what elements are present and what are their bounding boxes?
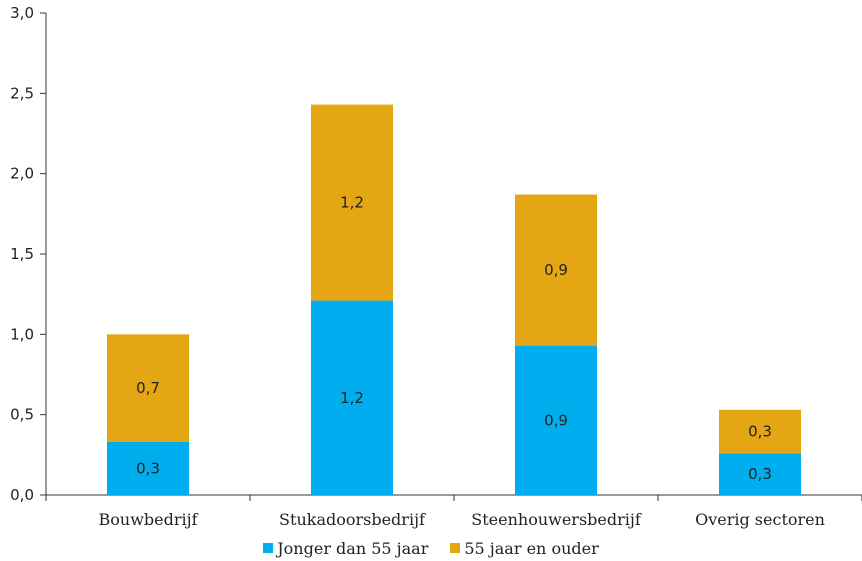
data-label-2-1: 0,7	[136, 379, 160, 397]
y-tick-label-4: 1,5	[10, 245, 34, 263]
bar-1-3	[515, 345, 597, 495]
x-tick-label-1: Bouwbedrijf	[99, 510, 199, 529]
x-tick-label-4: Overig sectoren	[695, 510, 825, 529]
y-tick-label-1: 0,0	[10, 486, 34, 504]
legend-item-series-2: 55 jaar en ouder	[450, 538, 599, 558]
y-tick-label-6: 2,5	[10, 84, 34, 102]
bar-2-1	[107, 334, 189, 442]
data-label-1-4: 0,3	[748, 465, 772, 483]
axes: Bouwbedrijf Stukadoorsbedrijf Steenhouwers…	[10, 4, 862, 529]
legend-swatch-series-2	[450, 543, 461, 553]
data-label-1-1: 0,3	[136, 459, 160, 477]
legend: Jonger dan 55 jaar 55 jaar en ouder	[0, 536, 862, 560]
bar-1-1	[107, 441, 189, 495]
legend-item-series-1: Jonger dan 55 jaar	[263, 539, 428, 558]
data-labels: 0,3 0,7 1,2 1,2 0,9 0,9 0,3 0,3	[136, 194, 772, 484]
legend-swatch-series-1	[263, 543, 274, 553]
legend-label-series-2: 55 jaar en ouder	[464, 538, 599, 558]
y-tick-label-2: 0,5	[10, 406, 34, 424]
bar-2-2	[311, 104, 393, 301]
bar-1-2	[311, 300, 393, 495]
data-label-1-2: 1,2	[340, 389, 364, 407]
bar-2-4	[719, 409, 801, 454]
data-label-2-4: 0,3	[748, 423, 772, 441]
y-tick-label-7: 3,0	[10, 4, 34, 22]
y-tick-label-3: 1,0	[10, 325, 34, 343]
x-tick-label-2: Stukadoorsbedrijf	[279, 510, 426, 529]
data-label-2-2: 1,2	[340, 194, 364, 212]
bar-2-3	[515, 194, 597, 346]
data-label-1-3: 0,9	[544, 411, 568, 429]
bars	[107, 104, 801, 495]
bar-1-4	[719, 453, 801, 495]
x-tick-label-3: Steenhouwersbedrijf	[471, 510, 642, 529]
data-label-2-3: 0,9	[544, 261, 568, 279]
y-tick-label-5: 2,0	[10, 165, 34, 183]
legend-label-series-1: Jonger dan 55 jaar	[277, 538, 429, 558]
